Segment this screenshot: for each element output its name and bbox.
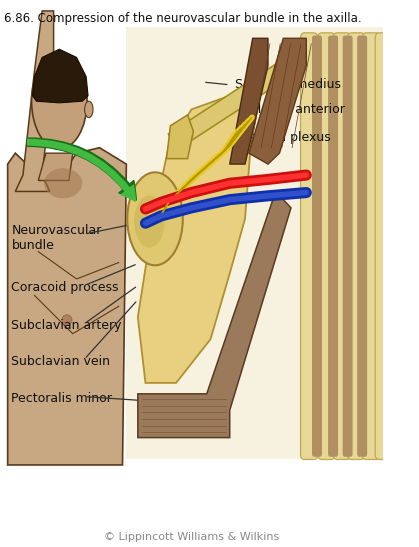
Polygon shape	[16, 11, 54, 191]
Polygon shape	[168, 49, 306, 150]
Text: 6.86. Compression of the neurovascular bundle in the axilla.: 6.86. Compression of the neurovascular b…	[4, 12, 362, 25]
Text: Coracoid process: Coracoid process	[11, 281, 119, 294]
FancyBboxPatch shape	[362, 33, 380, 459]
Ellipse shape	[85, 101, 93, 118]
FancyArrowPatch shape	[28, 138, 136, 200]
Polygon shape	[230, 38, 268, 164]
Polygon shape	[249, 38, 306, 164]
Ellipse shape	[62, 315, 72, 325]
Polygon shape	[8, 148, 127, 465]
Ellipse shape	[31, 54, 87, 149]
FancyBboxPatch shape	[300, 33, 318, 459]
Polygon shape	[138, 191, 291, 438]
Polygon shape	[127, 27, 383, 459]
Ellipse shape	[44, 168, 82, 199]
Ellipse shape	[134, 196, 165, 248]
Polygon shape	[166, 115, 193, 159]
FancyBboxPatch shape	[312, 36, 322, 457]
Text: Pectoralis minor: Pectoralis minor	[11, 392, 112, 405]
Text: Neurovascular
bundle: Neurovascular bundle	[11, 224, 102, 252]
Text: Subclavian artery: Subclavian artery	[11, 319, 122, 332]
FancyBboxPatch shape	[348, 33, 365, 459]
Polygon shape	[138, 93, 253, 383]
Polygon shape	[38, 153, 73, 181]
FancyBboxPatch shape	[357, 36, 367, 457]
Text: Scalenus anterior: Scalenus anterior	[235, 103, 345, 116]
Polygon shape	[33, 49, 88, 103]
Text: © Lippincott Williams & Wilkins: © Lippincott Williams & Wilkins	[104, 532, 279, 542]
FancyBboxPatch shape	[343, 36, 353, 457]
FancyBboxPatch shape	[318, 33, 335, 459]
Ellipse shape	[127, 172, 183, 265]
Text: Subclavian vein: Subclavian vein	[11, 354, 111, 368]
Text: Brachial plexus: Brachial plexus	[235, 131, 331, 144]
FancyBboxPatch shape	[328, 36, 338, 457]
FancyBboxPatch shape	[375, 33, 393, 459]
FancyArrowPatch shape	[28, 139, 136, 201]
Text: Scalenus medius: Scalenus medius	[235, 78, 341, 91]
FancyBboxPatch shape	[333, 33, 350, 459]
